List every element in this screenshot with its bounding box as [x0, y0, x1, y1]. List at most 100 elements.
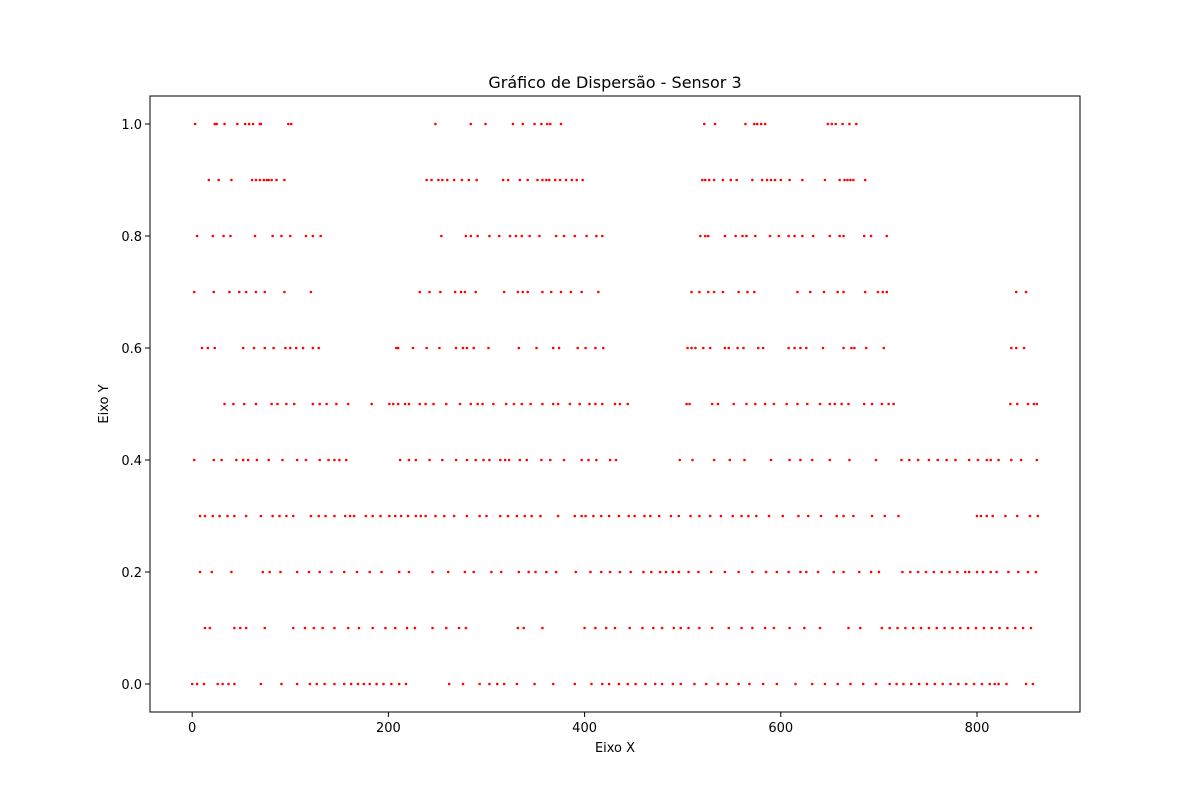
data-point [241, 458, 245, 462]
data-point [877, 570, 881, 574]
data-point [324, 514, 327, 518]
data-point [773, 178, 777, 182]
data-point [291, 514, 295, 518]
data-point [842, 514, 845, 518]
data-point [804, 346, 808, 350]
data-point [708, 346, 712, 350]
data-point [507, 458, 511, 462]
data-point [836, 290, 839, 294]
data-point [832, 570, 836, 574]
data-point [349, 682, 353, 686]
data-point [995, 570, 998, 574]
data-point [823, 178, 827, 182]
data-point [311, 234, 315, 238]
data-point [272, 346, 275, 350]
data-point [707, 178, 711, 182]
data-point [478, 514, 481, 518]
data-point [892, 402, 895, 406]
data-point [600, 682, 604, 686]
data-point [382, 682, 385, 686]
data-point [346, 626, 350, 630]
data-point [556, 514, 560, 518]
data-point [327, 458, 330, 462]
data-point [828, 234, 832, 238]
data-point [797, 514, 800, 518]
data-point [618, 402, 622, 406]
data-point [617, 514, 621, 518]
data-point [793, 346, 796, 350]
data-point [853, 346, 856, 350]
data-point [498, 514, 502, 518]
data-point [407, 458, 411, 462]
data-point [980, 682, 984, 686]
data-point [658, 570, 662, 574]
data-point [816, 570, 820, 574]
data-point [842, 570, 845, 574]
data-point [956, 570, 959, 574]
data-point [444, 626, 448, 630]
data-point [440, 234, 443, 238]
data-point [848, 122, 851, 126]
data-point [237, 290, 241, 294]
data-point [568, 402, 572, 406]
data-point [488, 458, 491, 462]
data-point [690, 290, 693, 294]
data-point [1021, 626, 1025, 630]
data-point [634, 682, 637, 686]
data-point [434, 514, 437, 518]
data-point [626, 402, 630, 406]
data-point [927, 458, 931, 462]
data-point [487, 346, 490, 350]
data-point [459, 290, 463, 294]
data-point [1031, 682, 1035, 686]
data-point [855, 122, 858, 126]
data-point [588, 402, 591, 406]
data-point [874, 458, 878, 462]
data-point [963, 570, 967, 574]
data-point [653, 682, 657, 686]
data-point [469, 234, 473, 238]
data-point [344, 458, 348, 462]
data-point [775, 570, 779, 574]
data-point [424, 402, 427, 406]
data-point [595, 234, 598, 238]
data-point [267, 178, 271, 182]
data-point [271, 514, 274, 518]
data-point [748, 682, 751, 686]
data-point [211, 514, 215, 518]
data-point [474, 290, 477, 294]
data-point [775, 682, 779, 686]
y-tick-label: 0.4 [121, 454, 142, 469]
data-point [753, 234, 757, 238]
data-point [362, 682, 366, 686]
data-point [512, 402, 516, 406]
data-point [368, 682, 372, 686]
data-point [562, 458, 566, 462]
data-point [527, 570, 530, 574]
data-point [916, 570, 920, 574]
data-point [852, 514, 855, 518]
data-point [651, 626, 655, 630]
data-point [318, 570, 322, 574]
data-point [540, 458, 543, 462]
data-point [671, 682, 675, 686]
data-point [228, 290, 231, 294]
data-point [753, 402, 757, 406]
data-point [499, 570, 503, 574]
data-point [380, 570, 383, 574]
data-point [597, 290, 600, 294]
data-point [564, 178, 568, 182]
data-point [954, 458, 957, 462]
data-point [371, 514, 374, 518]
data-point [911, 626, 915, 630]
data-point [283, 178, 286, 182]
data-point [430, 178, 433, 182]
data-point [488, 234, 491, 238]
data-point [608, 570, 612, 574]
data-point [787, 570, 790, 574]
data-point [601, 346, 605, 350]
data-point [686, 346, 689, 350]
data-point [811, 234, 815, 238]
data-point [945, 458, 948, 462]
data-point [759, 122, 763, 126]
